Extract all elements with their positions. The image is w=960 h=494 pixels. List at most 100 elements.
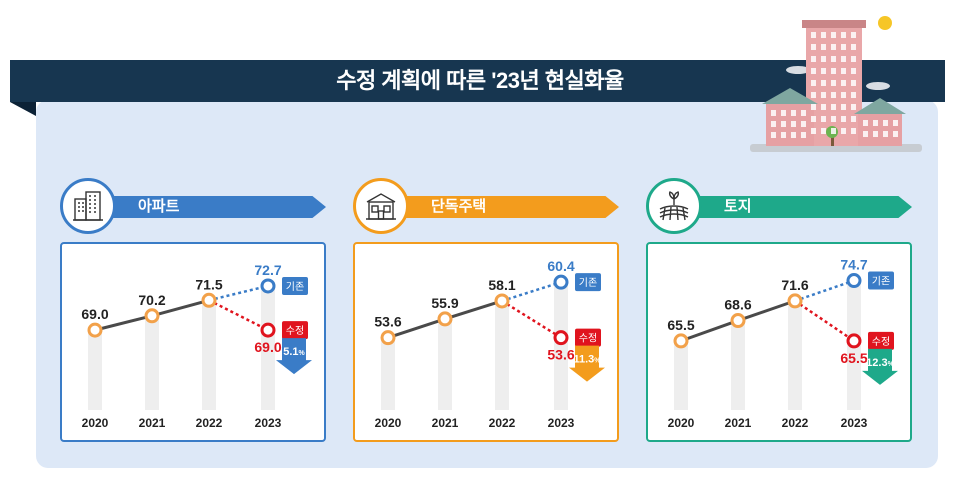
house-icon: [353, 178, 409, 234]
year-bar: [261, 285, 275, 410]
base-projection-line: [501, 280, 562, 303]
revised-tag-label: 수정: [579, 333, 597, 345]
year-bar: [674, 340, 688, 410]
year-bar: [554, 282, 568, 410]
year-bar: [88, 330, 102, 410]
section-apartment: 아파트 69.0 70.2 71.5 72.7 69.0 기존 수정 5.1% 2020 2021 2…: [60, 178, 340, 448]
data-point: [673, 333, 689, 349]
change-unit: %: [299, 350, 306, 357]
base-tag: [282, 276, 308, 295]
revised-point: [553, 330, 569, 346]
year-tick-label: 2021: [725, 416, 752, 430]
revised-tag: [868, 331, 894, 350]
category-label: 아파트: [138, 198, 180, 215]
base-tag-label: 기존: [286, 281, 304, 293]
year-bar: [438, 318, 452, 410]
apartment-building-icon: [60, 178, 116, 234]
year-bar: [145, 315, 159, 410]
data-label: 70.2: [138, 292, 165, 308]
decrease-arrow-icon: [569, 345, 605, 382]
revised-tag-label: 수정: [286, 325, 304, 337]
data-point: [787, 293, 803, 309]
revised-projection-line: [501, 299, 562, 339]
year-tick-label: 2023: [841, 416, 868, 430]
decrease-arrow-icon: [276, 338, 312, 375]
revised-tag: [575, 328, 601, 347]
data-label: 53.6: [374, 314, 401, 330]
data-label: 69.0: [81, 306, 108, 322]
base-point: [846, 273, 862, 289]
revised-projection-line: [208, 299, 269, 332]
data-label: 65.5: [667, 317, 694, 333]
change-unit: %: [594, 358, 601, 365]
data-point: [494, 293, 510, 309]
category-label: 단독주택: [431, 198, 487, 215]
year-tick-label: 2023: [255, 416, 282, 430]
base-point: [553, 274, 569, 290]
decrease-arrow-icon: [862, 348, 898, 385]
revised-value-label: 53.6: [547, 347, 574, 363]
category-label: 토지: [724, 198, 752, 215]
year-bar: [202, 300, 216, 410]
title-banner-fold: [10, 102, 36, 116]
data-label: 71.5: [195, 276, 222, 292]
year-tick-label: 2021: [139, 416, 166, 430]
base-value-label: 60.4: [547, 258, 574, 274]
year-tick-label: 2022: [782, 416, 809, 430]
base-tag: [868, 271, 894, 290]
base-value-label: 72.7: [254, 262, 281, 278]
base-tag: [575, 273, 601, 292]
data-point: [201, 292, 217, 308]
year-bar: [381, 337, 395, 410]
section-house: 단독주택 53.6 55.9 58.1 60.4 53.6 기존 수정 11.3% 2020 202…: [353, 178, 633, 448]
base-projection-line: [208, 284, 269, 302]
farmland-icon: [646, 178, 702, 234]
category-label-bar: [393, 196, 619, 218]
year-bar: [788, 300, 802, 410]
revised-point: [260, 322, 276, 338]
category-label-bar: [100, 196, 326, 218]
year-bar: [731, 320, 745, 410]
page-title: 수정 계획에 따른 '23년 현실화율: [336, 68, 624, 93]
data-label: 55.9: [431, 295, 458, 311]
base-projection-line: [794, 279, 855, 303]
revised-value-label: 65.5: [840, 350, 867, 366]
base-tag-label: 기존: [579, 277, 597, 289]
sun-icon: [878, 16, 892, 30]
data-point: [380, 330, 396, 346]
base-tag-label: 기존: [872, 276, 890, 288]
year-tick-label: 2022: [196, 416, 223, 430]
data-point: [87, 322, 103, 338]
year-tick-label: 2023: [548, 416, 575, 430]
data-label: 68.6: [724, 297, 751, 313]
change-label: 12.3%: [866, 357, 894, 369]
chart-box: 69.0 70.2 71.5 72.7 69.0 기존 수정 5.1% 2020 2021 2022…: [60, 242, 326, 442]
year-tick-label: 2020: [82, 416, 109, 430]
chart-box: 53.6 55.9 58.1 60.4 53.6 기존 수정 11.3% 2020 2021 202…: [353, 242, 619, 442]
base-value-label: 74.7: [840, 257, 867, 273]
data-point: [144, 308, 160, 324]
year-bar: [495, 300, 509, 410]
year-tick-label: 2022: [489, 416, 516, 430]
year-tick-label: 2020: [375, 416, 402, 430]
category-label-bar: [686, 196, 912, 218]
data-point: [730, 313, 746, 329]
revised-tag-label: 수정: [872, 336, 890, 348]
change-unit: %: [888, 361, 895, 368]
revised-point: [846, 333, 862, 349]
apartment-illustration-icon: [750, 20, 922, 152]
data-point: [437, 311, 453, 327]
data-label: 58.1: [488, 277, 515, 293]
data-label: 71.6: [781, 277, 808, 293]
revised-value-label: 69.0: [254, 339, 281, 355]
year-tick-label: 2020: [668, 416, 695, 430]
base-point: [260, 278, 276, 294]
year-tick-label: 2021: [432, 416, 459, 430]
revised-projection-line: [794, 299, 855, 342]
revised-tag: [282, 321, 308, 340]
